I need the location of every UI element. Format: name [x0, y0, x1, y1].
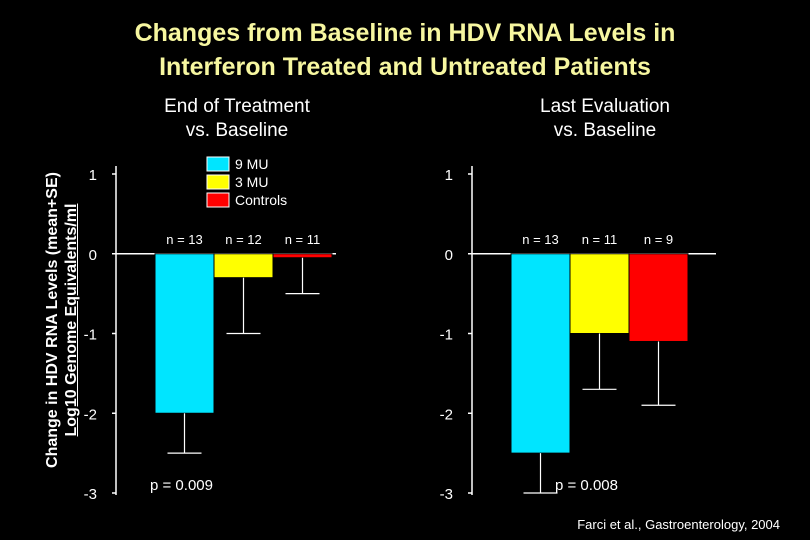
right-panel-title: Last Evaluation vs. Baseline	[475, 95, 735, 143]
right-n-label-controls: n = 9	[644, 232, 673, 247]
left-n-label-controls: n = 11	[285, 232, 321, 247]
right-panel-title-line-2: vs. Baseline	[553, 120, 657, 141]
left-panel-title-line-2: vs. Baseline	[185, 120, 289, 141]
right-n-label-9-mu: n = 13	[522, 232, 559, 247]
source-citation: Farci et al., Gastroenterology, 2004	[577, 517, 780, 532]
right-y-tick-label: -3	[440, 486, 453, 503]
left-p-value: p = 0.009	[150, 477, 213, 494]
chart-title: Changes from Baseline in HDV RNA Levels …	[0, 16, 810, 84]
left-bar-9-mu	[154, 253, 215, 414]
right-p-value: p = 0.008	[555, 477, 618, 494]
legend-swatch-controls	[206, 192, 230, 208]
legend-swatch-3-mu	[206, 174, 230, 190]
left-y-tick-label: -2	[84, 406, 97, 423]
left-y-tick-label: -1	[84, 327, 97, 344]
right-y-tick-label: -2	[440, 406, 453, 423]
left-panel-title: End of Treatment vs. Baseline	[107, 95, 367, 143]
right-bar-9-mu	[510, 253, 571, 454]
left-n-label-3-mu: n = 12	[225, 232, 262, 247]
legend-swatch-9-mu	[206, 156, 230, 172]
left-panel-title-line-1: End of Treatment	[164, 96, 310, 117]
right-y-tick-label: 1	[445, 167, 453, 184]
left-n-label-9-mu: n = 13	[166, 232, 203, 247]
right-y-tick-label: 0	[445, 247, 453, 264]
right-panel-title-line-1: Last Evaluation	[540, 96, 670, 117]
chart-title-line-1: Changes from Baseline in HDV RNA Levels …	[134, 19, 676, 47]
left-bar-controls	[272, 253, 333, 259]
right-n-label-3-mu: n = 11	[582, 232, 618, 247]
legend-label-3-mu: 3 MU	[235, 174, 268, 190]
left-y-tick-label: -3	[84, 486, 97, 503]
legend-label-controls: Controls	[235, 192, 287, 208]
chart-title-line-2: Interferon Treated and Untreated Patient…	[159, 53, 651, 81]
right-bar-controls	[628, 253, 689, 342]
left-y-tick-label: 0	[89, 247, 97, 264]
left-bar-3-mu	[213, 253, 274, 279]
left-y-tick-label: 1	[89, 167, 97, 184]
right-bar-3-mu	[569, 253, 630, 334]
legend-label-9-mu: 9 MU	[235, 156, 268, 172]
right-y-tick-label: -1	[440, 327, 453, 344]
